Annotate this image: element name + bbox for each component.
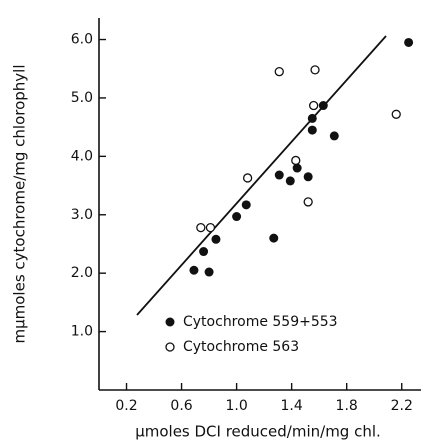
data-point	[310, 65, 320, 75]
data-point	[241, 200, 251, 210]
data-point	[309, 100, 319, 111]
y-tick-label: 2.0	[71, 265, 93, 281]
data-point	[196, 222, 206, 233]
y-tick-label: 4.0	[71, 148, 93, 164]
y-axis-label: mμmoles cytochrome/mg chlorophyll	[11, 64, 29, 343]
y-tick-label: 1.0	[71, 324, 93, 340]
legend-label: Cytochrome 559+553	[183, 314, 338, 330]
y-tick-label: 5.0	[71, 90, 93, 106]
x-tick-label: 1.0	[225, 398, 247, 414]
data-point	[242, 173, 253, 183]
data-point	[199, 247, 209, 257]
data-point	[211, 234, 221, 244]
data-point	[404, 37, 414, 47]
data-point	[205, 222, 216, 233]
data-point	[329, 131, 339, 141]
data-point	[274, 67, 284, 77]
legend-label: Cytochrome 563	[183, 339, 299, 355]
data-point	[232, 212, 242, 222]
data-point	[269, 233, 279, 243]
x-tick-label: 2.2	[391, 398, 413, 414]
y-tick-label: 6.0	[71, 32, 93, 48]
data-point	[307, 125, 317, 135]
data-point	[292, 163, 302, 173]
x-tick-label: 1.4	[281, 398, 303, 414]
data-point	[391, 109, 401, 119]
data-point	[307, 113, 317, 123]
data-point	[303, 172, 313, 182]
x-tick-label: 0.2	[115, 398, 137, 414]
data-point	[189, 265, 199, 275]
data-point	[204, 267, 214, 277]
data-point	[303, 197, 313, 207]
x-tick-label: 1.8	[336, 398, 358, 414]
data-point	[285, 176, 295, 186]
data-point	[318, 101, 328, 111]
x-axis-label: μmoles DCI reduced/min/mg chl.	[135, 423, 381, 441]
x-tick-label: 0.6	[170, 398, 192, 414]
legend-marker	[165, 342, 175, 352]
y-tick-label: 3.0	[71, 207, 93, 223]
data-point	[291, 155, 301, 166]
data-point	[274, 170, 284, 180]
fit-line	[136, 35, 387, 316]
legend-marker	[165, 317, 175, 327]
